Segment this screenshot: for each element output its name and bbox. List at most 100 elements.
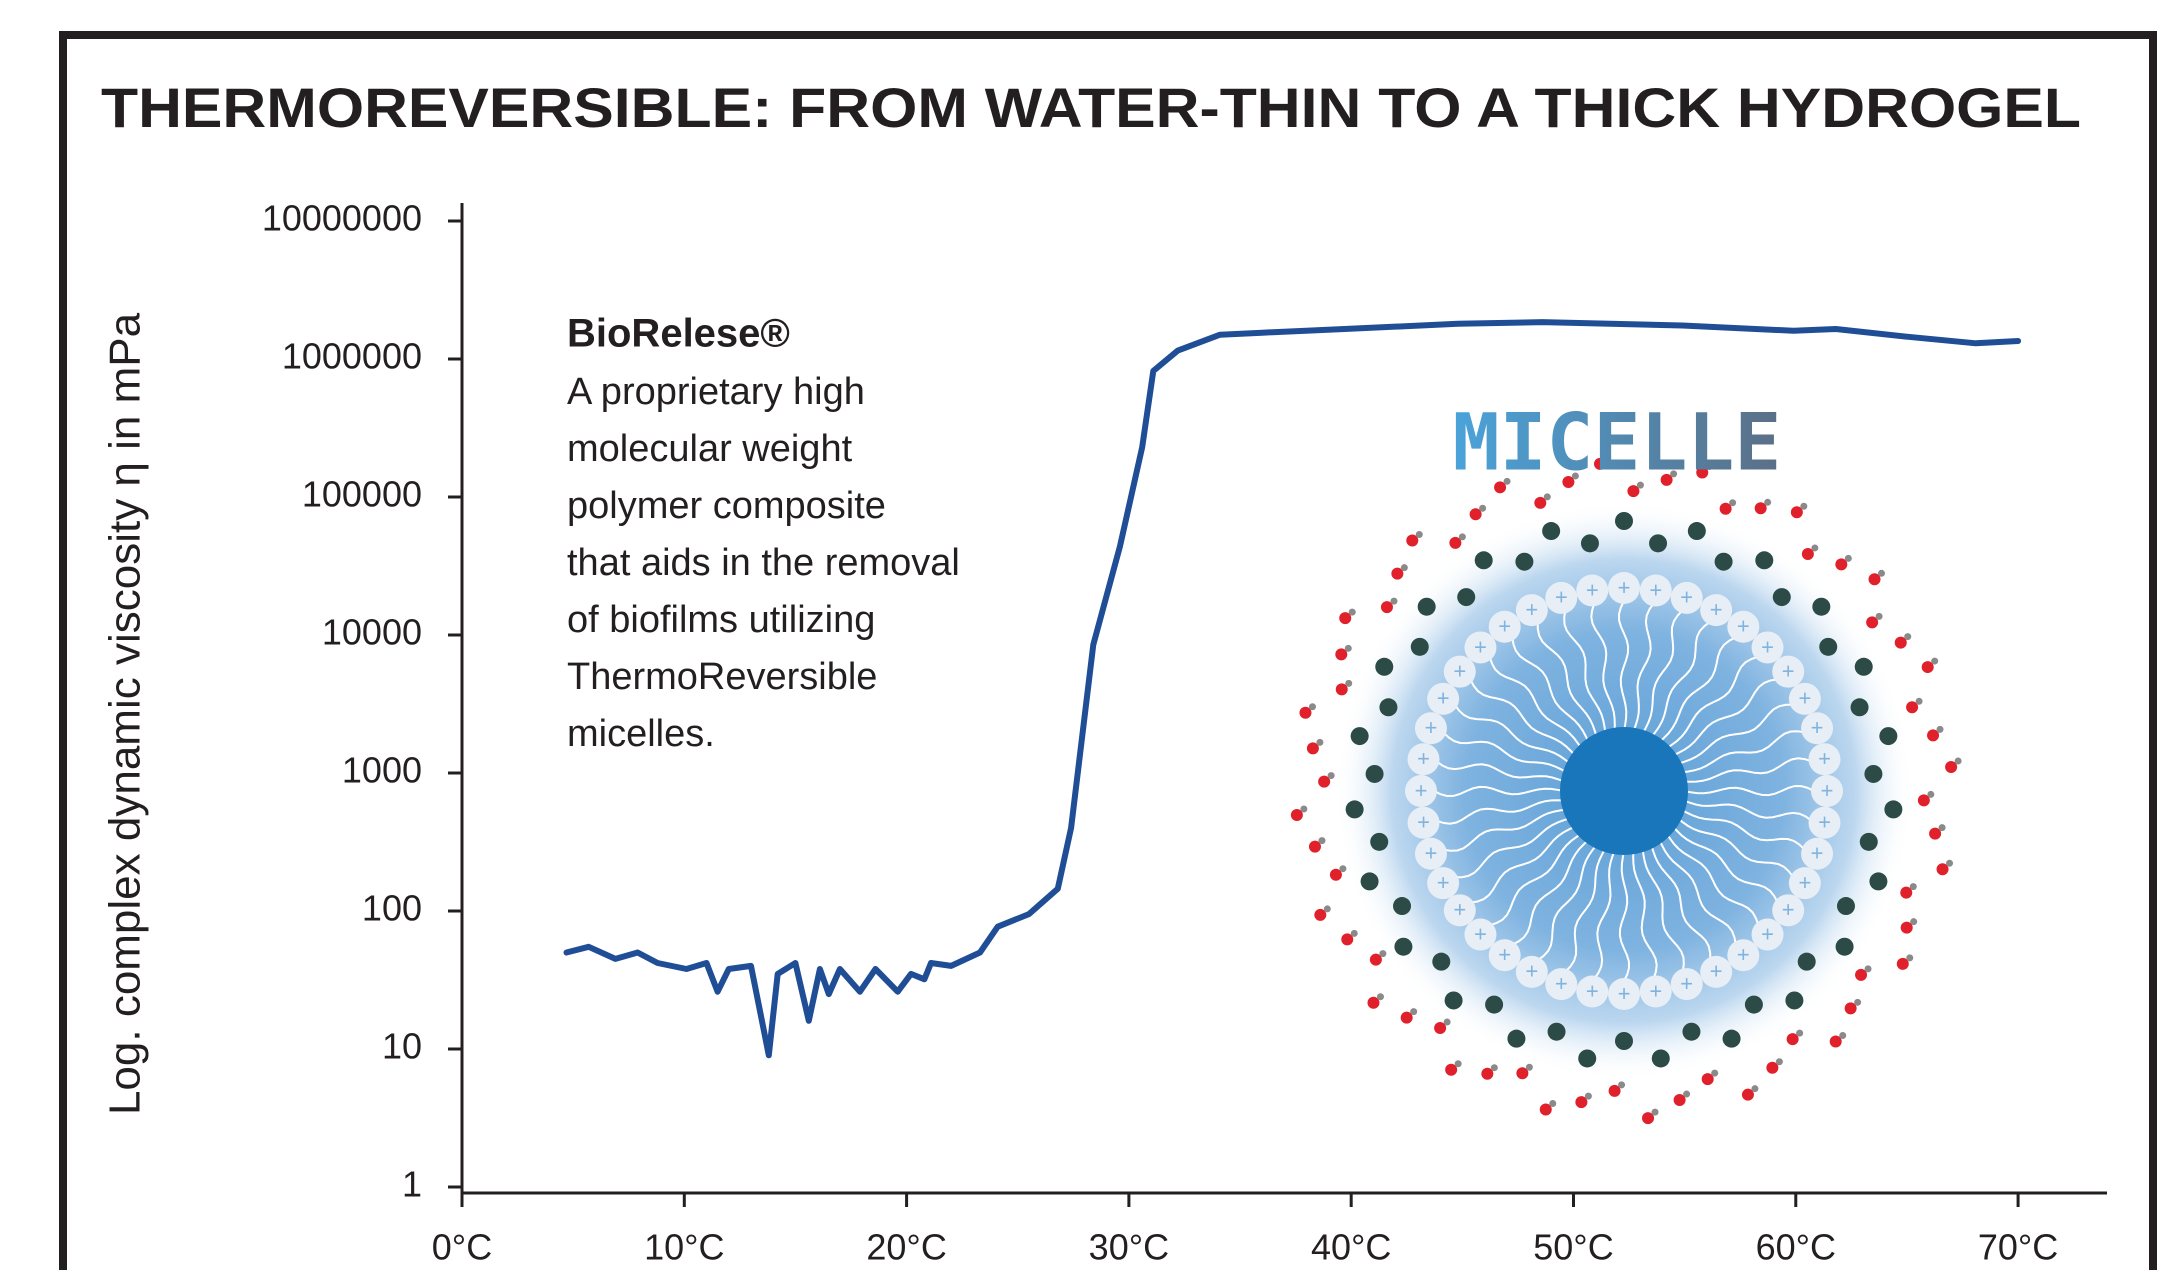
water-oxygen	[1896, 957, 1909, 970]
micelle-counterion	[1785, 991, 1804, 1010]
micelle-counterion	[1755, 551, 1774, 570]
micelle-head	[1801, 712, 1834, 745]
water-oxygen	[1660, 473, 1673, 486]
water-hydrogen	[1636, 481, 1644, 489]
micelle-head	[1811, 775, 1843, 807]
water-hydrogen	[1839, 1032, 1847, 1040]
x-tick-label: 30°C	[1089, 1227, 1169, 1268]
micelle-counterion	[1485, 995, 1504, 1014]
micelle-head	[1727, 939, 1760, 972]
micelle-head	[1414, 837, 1447, 870]
micelle-head-sign: +	[1618, 981, 1631, 1006]
micelle-counterion	[1360, 872, 1379, 891]
water-hydrogen	[1711, 1069, 1719, 1077]
micelle-counterion	[1542, 522, 1561, 541]
micelle-head	[1801, 837, 1834, 870]
water-hydrogen	[1683, 1090, 1691, 1098]
water-oxygen	[1434, 1022, 1447, 1035]
water-oxygen	[1299, 706, 1312, 719]
water-oxygen	[1575, 1096, 1588, 1109]
micelle-head	[1443, 894, 1476, 927]
micelle-head-sign: +	[1761, 921, 1774, 946]
water-oxygen	[1314, 908, 1327, 921]
micelle-tail	[1680, 730, 1805, 774]
water-hydrogen	[1705, 462, 1713, 470]
micelle-core	[1560, 727, 1688, 855]
micelle-head	[1576, 975, 1609, 1008]
water-hydrogen	[1875, 612, 1883, 620]
micelle-counterion	[1345, 800, 1364, 819]
water-oxygen	[1369, 953, 1382, 966]
micelle-head	[1639, 574, 1672, 607]
micelle-head	[1670, 581, 1703, 614]
micelle-tail	[1632, 602, 1655, 733]
water-hydrogen	[1811, 544, 1819, 552]
water-oxygen	[1380, 601, 1393, 614]
x-tick-label: 40°C	[1311, 1227, 1391, 1268]
water-hydrogen	[1946, 859, 1954, 867]
water-oxygen	[1318, 775, 1331, 788]
y-axis-label: Log. complex dynamic viscosity η in mPa	[101, 312, 150, 1115]
micelle-counterion	[1836, 897, 1855, 916]
water-oxygen	[1921, 661, 1934, 674]
water-oxygen	[1894, 636, 1907, 649]
x-tick-label: 60°C	[1756, 1227, 1836, 1268]
micelle-head-sign: +	[1798, 870, 1811, 895]
water-oxygen	[1445, 1063, 1458, 1076]
micelle-tail	[1470, 825, 1576, 904]
annotation-line: molecular weight	[567, 428, 853, 470]
water-oxygen	[1534, 496, 1547, 509]
y-tick-label: 10000000	[262, 198, 422, 239]
micelle-counterion	[1714, 552, 1733, 571]
water-oxygen	[1936, 863, 1949, 876]
water-hydrogen	[1915, 697, 1923, 705]
micelle-head-sign: +	[1818, 810, 1831, 835]
water-hydrogen	[1878, 569, 1886, 577]
micelle-head-sign: +	[1782, 897, 1795, 922]
water-hydrogen	[1864, 965, 1872, 973]
frame	[59, 31, 2157, 1270]
water-oxygen	[1539, 1103, 1552, 1116]
micelle-tail	[1650, 620, 1711, 739]
water-hydrogen	[1327, 772, 1335, 780]
water-hydrogen	[1618, 1081, 1626, 1089]
micelle-tail	[1443, 808, 1568, 852]
micelle-head-sign: +	[1425, 715, 1438, 740]
micelle-counterion	[1744, 995, 1763, 1014]
y-tick-label: 10	[382, 1026, 422, 1067]
water-oxygen	[1290, 809, 1303, 822]
micelle-head-sign: +	[1680, 971, 1693, 996]
annotation-line: that aids in the removal	[567, 542, 960, 584]
water-hydrogen	[1938, 824, 1946, 832]
micelle-head	[1515, 955, 1548, 988]
water-hydrogen	[1543, 493, 1551, 501]
micelle-head	[1488, 939, 1521, 972]
micelle-counterion	[1819, 637, 1838, 656]
micelle-tail	[1672, 678, 1778, 757]
y-tick-label: 1000000	[282, 336, 422, 377]
annotation-line: ThermoReversible	[567, 656, 877, 698]
micelle-head	[1808, 806, 1841, 839]
y-tick-label: 100000	[302, 474, 422, 515]
micelle-head-sign: +	[1415, 778, 1428, 803]
micelle-counterion	[1547, 1022, 1566, 1041]
water-oxygen	[1341, 933, 1354, 946]
micelle-tail	[1590, 603, 1616, 732]
x-tick-label: 0°C	[432, 1227, 492, 1268]
micelle-head-sign: +	[1782, 658, 1795, 683]
water-oxygen	[1306, 742, 1319, 755]
water-hydrogen	[1400, 564, 1408, 572]
micelle-tail	[1488, 656, 1583, 750]
micelle-head-sign: +	[1417, 746, 1430, 771]
micelle-head-sign: +	[1586, 978, 1599, 1003]
water-hydrogen	[1443, 1018, 1451, 1026]
micelle-counterion	[1457, 588, 1476, 607]
water-oxygen	[1829, 1035, 1842, 1048]
water-oxygen	[1400, 1011, 1413, 1024]
micelle-head-sign: +	[1737, 942, 1750, 967]
water-hydrogen	[1300, 805, 1308, 813]
water-hydrogen	[1316, 738, 1324, 746]
micelle-head-sign: +	[1525, 597, 1538, 622]
micelle-tail	[1435, 760, 1566, 783]
